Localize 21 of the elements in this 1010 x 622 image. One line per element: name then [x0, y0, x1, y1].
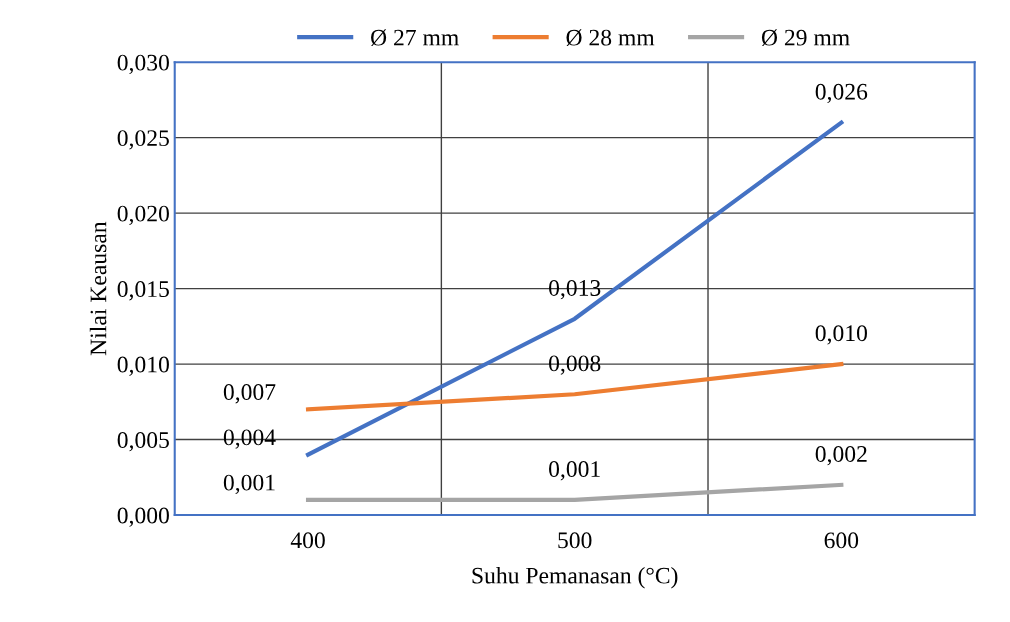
y-tick-label: 0,000 [117, 507, 169, 527]
data-label: 0,002 [815, 445, 867, 466]
data-label: 0,001 [223, 474, 275, 494]
legend-label: Ø 29 mm [761, 29, 850, 46]
y-tick-label: 0,005 [117, 432, 169, 452]
data-label: 0,001 [549, 461, 600, 481]
data-label: 0,007 [223, 384, 276, 404]
data-label: 0,010 [815, 325, 867, 345]
y-tick-label: 0,015 [117, 281, 169, 301]
y-tick-label: 0,025 [117, 130, 169, 150]
legend-label: Ø 28 mm [566, 29, 655, 46]
y-tick-label: 0,010 [117, 356, 169, 376]
x-tick-label: 600 [824, 532, 859, 549]
x-tick-label: 400 [290, 532, 325, 549]
data-label: 0,026 [815, 83, 868, 104]
legend-label: Ø 27 mm [371, 29, 459, 46]
y-axis-title: Nilai Keausan [89, 221, 107, 356]
x-tick-label: 500 [558, 532, 592, 549]
y-tick-label: 0,030 [117, 54, 169, 75]
x-axis-title: Suhu Pemanasan (°C) [472, 566, 678, 589]
y-tick-label: 0,020 [117, 205, 169, 225]
